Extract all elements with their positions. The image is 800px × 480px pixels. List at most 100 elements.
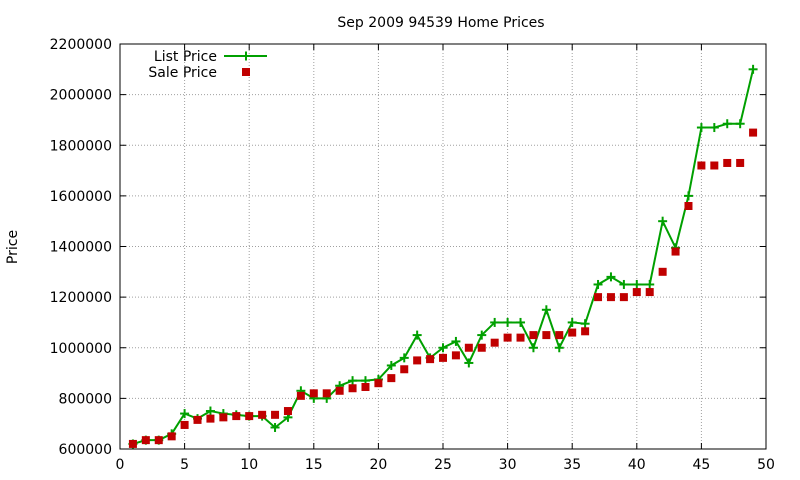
sale-price-point xyxy=(542,331,551,340)
list-price-point xyxy=(464,358,474,368)
sale-price-point xyxy=(232,412,241,421)
list-price-point xyxy=(180,409,190,419)
y-axis-label: Price xyxy=(5,230,21,264)
x-tick-label: 45 xyxy=(692,457,710,473)
x-tick-label: 30 xyxy=(499,457,517,473)
sale-price-point xyxy=(697,161,706,170)
x-tick-label: 40 xyxy=(628,457,646,473)
list-price-point xyxy=(580,319,590,329)
list-price-point xyxy=(516,317,526,327)
legend-label-list-price: List Price xyxy=(154,49,217,65)
x-tick-label: 0 xyxy=(116,457,125,473)
sale-price-point xyxy=(141,436,150,445)
list-price-point xyxy=(490,317,500,327)
x-tick-label: 50 xyxy=(757,457,775,473)
list-price-point xyxy=(438,343,448,353)
sale-price-point xyxy=(348,384,357,393)
list-price-point xyxy=(270,422,280,432)
sale-price-point xyxy=(167,432,176,441)
list-price-point xyxy=(683,191,693,201)
sale-price-point xyxy=(193,415,202,424)
sale-price-point xyxy=(309,389,318,398)
y-tick-label: 1400000 xyxy=(50,240,112,256)
list-price-point xyxy=(451,336,461,346)
x-axis-tick-labels: 0 5 10 15 20 25 30 35 40 45 50 xyxy=(116,457,775,473)
list-price-point xyxy=(412,330,422,340)
chart-title: Sep 2009 94539 Home Prices xyxy=(337,15,544,31)
sale-price-point xyxy=(606,293,615,302)
sale-price-point xyxy=(684,202,693,210)
sale-price-point xyxy=(271,410,280,419)
y-tick-label: 2200000 xyxy=(50,37,112,53)
sale-price-point xyxy=(426,355,435,364)
list-price-point xyxy=(722,119,732,129)
list-price-point xyxy=(567,317,577,327)
x-tick-label: 10 xyxy=(240,457,258,473)
list-price-point xyxy=(399,353,409,363)
sale-price-point xyxy=(736,158,745,167)
series-layer xyxy=(128,64,758,449)
list-price-point xyxy=(593,279,603,289)
y-tick-label: 1600000 xyxy=(50,189,112,205)
y-tick-label: 1800000 xyxy=(50,138,112,154)
sale-price-point xyxy=(503,333,512,342)
y-tick-label: 800000 xyxy=(59,391,112,407)
sale-price-point xyxy=(361,382,370,391)
grid-lines xyxy=(120,44,766,449)
sale-price-point xyxy=(671,247,680,256)
sale-price-point xyxy=(529,331,538,340)
sale-price-point xyxy=(555,331,564,340)
sale-price-point xyxy=(206,414,215,423)
list-price-point xyxy=(606,272,616,282)
sale-price-point xyxy=(632,288,641,297)
list-price-point xyxy=(709,123,719,133)
y-axis-tick-labels: 600000 800000 1000000 1200000 1400000 1600000… xyxy=(50,37,112,458)
x-tick-label: 15 xyxy=(305,457,323,473)
sale-price-point xyxy=(374,379,383,388)
list-price-point xyxy=(528,343,538,353)
sale-price-point xyxy=(128,439,137,448)
x-tick-label: 25 xyxy=(434,457,452,473)
list-price-point xyxy=(748,64,758,74)
list-price-point xyxy=(477,330,487,340)
list-price-point xyxy=(735,119,745,129)
sale-price-point xyxy=(387,374,396,383)
list-price-point xyxy=(619,279,629,289)
sale-price-point xyxy=(723,158,732,167)
y-tick-label: 600000 xyxy=(59,442,112,458)
legend-label-sale-price: Sale Price xyxy=(148,65,217,81)
sale-price-point xyxy=(296,391,305,400)
x-tick-label: 35 xyxy=(563,457,581,473)
sale-price-point xyxy=(581,327,590,336)
list-price-point xyxy=(541,305,551,315)
sale-price-point xyxy=(516,333,525,342)
sale-price-point xyxy=(594,293,603,302)
sale-price-point xyxy=(245,412,254,421)
sale-price-point xyxy=(154,436,163,445)
sale-price-point xyxy=(413,356,422,365)
sale-price-point xyxy=(658,267,667,276)
list-price-point xyxy=(386,360,396,370)
sale-price-point xyxy=(439,353,447,362)
sale-price-point xyxy=(464,343,473,352)
legend: List Price Sale Price xyxy=(148,49,267,81)
x-tick-label: 5 xyxy=(180,457,189,473)
sale-price-point xyxy=(645,288,654,297)
sale-price-point xyxy=(490,338,499,347)
sale-price-point xyxy=(322,389,331,398)
list-price-point xyxy=(503,317,513,327)
sale-price-point xyxy=(283,407,292,416)
axis-ticks xyxy=(119,43,767,450)
list-price-point xyxy=(554,343,564,353)
y-tick-label: 1000000 xyxy=(50,341,112,357)
sale-price-point xyxy=(619,293,628,302)
sale-price-point xyxy=(258,410,267,419)
legend-swatch-sale-price xyxy=(242,68,250,76)
y-tick-label: 2000000 xyxy=(50,88,112,104)
sale-price-point xyxy=(451,351,460,360)
sale-price-point xyxy=(335,386,344,395)
y-tick-label: 1200000 xyxy=(50,290,112,306)
list-price-point xyxy=(645,279,655,289)
list-price-point xyxy=(632,279,642,289)
